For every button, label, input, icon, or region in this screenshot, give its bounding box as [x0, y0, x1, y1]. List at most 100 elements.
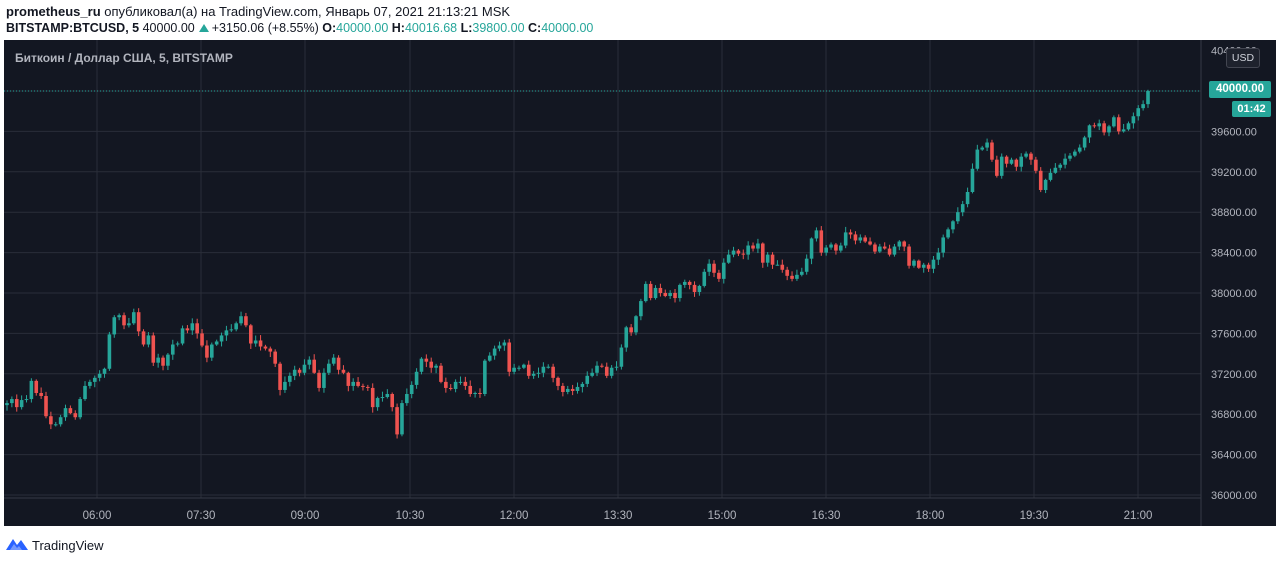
- candle-body-up: [975, 149, 980, 169]
- candle-body-up: [702, 271, 707, 286]
- candle-body-up: [453, 381, 458, 389]
- candle-body-up: [483, 360, 487, 394]
- x-tick-label: 13:30: [604, 510, 633, 522]
- candle-body-down: [853, 234, 858, 241]
- candle-body-down: [122, 315, 126, 326]
- candle-body-up: [814, 230, 819, 239]
- candle-body-up: [999, 156, 1004, 176]
- candle-body-down: [39, 392, 43, 397]
- price-chart[interactable]: 36000.00 36400.00 36800.00 37200.00 37600.00…: [4, 40, 1276, 526]
- candle-body-up: [400, 403, 404, 435]
- candle-body-up: [804, 258, 809, 272]
- candle-body-down: [770, 254, 775, 265]
- x-tick-label: 15:00: [708, 510, 737, 522]
- candle-body-down: [561, 385, 565, 392]
- candle-body-up: [609, 367, 614, 376]
- candle-body-up: [414, 371, 419, 385]
- candle-body-up: [965, 192, 970, 205]
- currency-button[interactable]: USD: [1226, 48, 1260, 68]
- candle-body-up: [668, 293, 672, 297]
- candle-body-up: [83, 385, 87, 400]
- candle-body-up: [1068, 155, 1072, 159]
- candle-body-down: [439, 365, 443, 382]
- candle-body-down: [834, 244, 838, 251]
- y-tick-label: 37600.00: [1211, 328, 1257, 340]
- candle-body-down: [785, 269, 789, 276]
- candle-body-up: [92, 377, 97, 382]
- candle-body-down: [882, 246, 887, 249]
- candle-body-up: [175, 343, 180, 345]
- candle-body-up: [492, 348, 497, 356]
- candle-body-up: [380, 397, 385, 399]
- candle-body-up: [707, 263, 711, 272]
- candle-body-up: [502, 342, 507, 346]
- candle-body-down: [907, 246, 911, 266]
- candle-body-down: [336, 357, 341, 370]
- candle-body-up: [112, 317, 117, 335]
- x-tick-label: 09:00: [291, 510, 320, 522]
- candle-body-down: [507, 342, 512, 372]
- candle-body-down: [141, 331, 146, 345]
- candle-body-up: [229, 329, 234, 331]
- candle-body-up: [546, 366, 551, 368]
- candle-body-down: [692, 284, 697, 292]
- candle-body-up: [921, 264, 926, 268]
- candle-body-down: [790, 275, 794, 279]
- candle-body-up: [1053, 167, 1058, 173]
- candle-body-up: [619, 347, 624, 367]
- candle-body-up: [209, 344, 214, 358]
- low-value: 39800.00: [472, 21, 525, 35]
- candle-body-up: [897, 241, 902, 247]
- symbol-label: BITSTAMP:BTCUSD, 5: [6, 21, 140, 35]
- candle-body-down: [648, 283, 653, 299]
- candle-body-up: [1077, 147, 1082, 152]
- x-tick-label: 19:30: [1020, 510, 1049, 522]
- candle-body-down: [760, 243, 765, 263]
- candle-body-up: [307, 359, 312, 365]
- candle-body-down: [1102, 123, 1106, 133]
- brand-name[interactable]: TradingView: [32, 538, 104, 553]
- candle-body-up: [29, 380, 34, 400]
- author-name[interactable]: prometheus_ru: [6, 4, 101, 19]
- candle-body-down: [848, 232, 853, 235]
- candle-body-up: [1048, 172, 1053, 180]
- candle-body-up: [678, 284, 682, 299]
- candle-body-up: [951, 221, 955, 230]
- candle-body-up: [697, 285, 702, 292]
- candle-body-down: [151, 335, 156, 363]
- candlestick-chart[interactable]: 36000.00 36400.00 36800.00 37200.00 37600.00…: [4, 40, 1276, 526]
- candle-body-up: [1126, 123, 1131, 130]
- candle-body-up: [302, 364, 307, 373]
- candle-body-down: [468, 385, 473, 394]
- candle-body-up: [497, 345, 502, 349]
- candle-body-down: [551, 366, 555, 378]
- candle-body-down: [273, 351, 277, 364]
- footer: TradingView: [0, 526, 1280, 563]
- candle-body-up: [731, 250, 736, 255]
- tradingview-logo-icon[interactable]: [6, 537, 28, 551]
- candle-body-down: [990, 142, 994, 160]
- y-tick-label: 39600.00: [1211, 126, 1257, 138]
- chart-background: [4, 40, 1276, 526]
- candle-body-down: [200, 333, 204, 346]
- candle-body-up: [102, 368, 107, 374]
- close-label: C:: [528, 21, 542, 35]
- candle-body-up: [1019, 156, 1024, 167]
- candle-body-down: [68, 408, 73, 414]
- candle-body-up: [858, 237, 863, 241]
- candle-body-up: [127, 323, 131, 326]
- candle-body-up: [1121, 129, 1126, 132]
- candle-body-down: [185, 328, 190, 331]
- candle-body-up: [351, 381, 356, 386]
- candle-body-up: [117, 315, 121, 318]
- open-value: 40000.00: [336, 21, 389, 35]
- candle-body-up: [97, 373, 102, 378]
- candle-body-up: [512, 367, 516, 372]
- high-value: 40016.68: [404, 21, 458, 35]
- candle-body-down: [1092, 125, 1097, 127]
- candle-body-up: [385, 394, 390, 398]
- price-change: +3150.06 (+8.55%): [211, 21, 319, 35]
- candle-body-down: [1116, 117, 1121, 132]
- candle-body-up: [53, 424, 58, 426]
- candle-body-down: [917, 260, 921, 268]
